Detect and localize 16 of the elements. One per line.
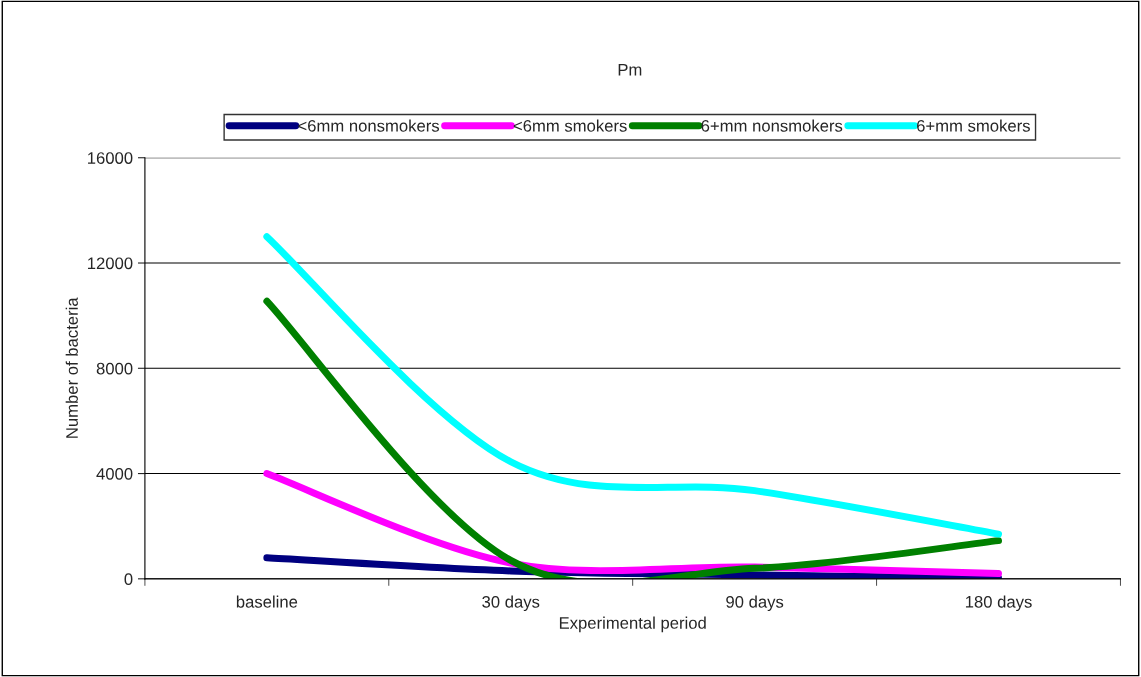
x-axis-title: Experimental period	[559, 616, 706, 633]
y-tick-label: 12000	[88, 257, 133, 270]
legend-label: <6mm smokers	[513, 119, 627, 132]
x-tick-label: 30 days	[482, 595, 540, 612]
y-tick-label: 0	[124, 573, 133, 586]
x-tick-label: 90 days	[726, 595, 784, 612]
y-tick-label: 8000	[96, 362, 133, 375]
y-axis-title: Number of bacteria	[65, 297, 78, 438]
legend-label: 6+mm smokers	[917, 119, 1030, 132]
x-tick-label: 180 days	[965, 595, 1032, 612]
y-tick-label: 4000	[96, 467, 133, 480]
x-tick-label: baseline	[236, 595, 298, 608]
y-tick-label: 16000	[88, 152, 133, 164]
legend-label: <6mm nonsmokers	[298, 119, 440, 132]
legend-label: 6+mm nonsmokers	[701, 119, 843, 132]
chart-title: Pm	[618, 63, 642, 76]
